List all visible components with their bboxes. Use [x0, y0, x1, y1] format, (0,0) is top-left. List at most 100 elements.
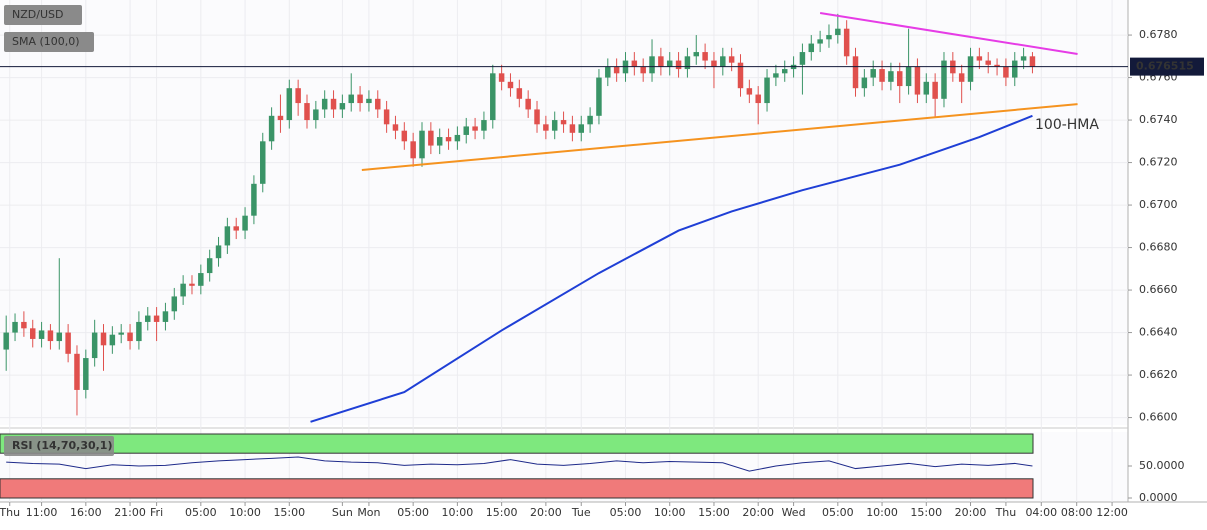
x-tick-label: 05:00	[185, 506, 217, 519]
rsi-tick-label: 50.0000	[1139, 459, 1185, 472]
candle-body	[277, 115, 284, 121]
candle-body	[994, 64, 1000, 67]
y-tick-label: 0.6700	[1139, 198, 1178, 211]
y-tick-label: 0.6620	[1139, 368, 1178, 381]
x-tick-label: 04:00	[1025, 506, 1057, 519]
candle-body	[525, 98, 531, 110]
x-tick-label: 10:00	[229, 506, 261, 519]
candle-body	[560, 120, 567, 125]
x-tick-label: 16:00	[70, 506, 102, 519]
x-tick-label: 10:00	[654, 506, 686, 519]
candle-body	[339, 103, 346, 110]
candle-body	[463, 126, 469, 135]
price-pane	[0, 0, 1128, 425]
candle-body	[56, 332, 63, 342]
candle-body	[799, 52, 806, 65]
candle-body	[666, 60, 673, 67]
candle-body	[879, 69, 885, 82]
candle-body	[357, 94, 363, 104]
candle-body	[383, 109, 390, 125]
x-tick-label: Thu	[0, 506, 20, 519]
x-tick-label: 12:00	[1096, 506, 1128, 519]
candle-body	[958, 73, 965, 82]
candle-body	[366, 98, 372, 104]
candle-body	[507, 81, 514, 89]
candle-body	[1020, 56, 1027, 61]
x-tick-label: Tue	[571, 506, 591, 519]
candle-body	[410, 141, 416, 159]
candle-body	[224, 226, 231, 246]
oversold-band	[0, 478, 1034, 499]
candle-body	[47, 330, 54, 342]
candle-body	[773, 73, 779, 78]
y-tick-label: 0.6640	[1139, 326, 1178, 339]
candle-body	[242, 215, 248, 231]
candle-body	[905, 66, 912, 87]
candle-body	[109, 334, 116, 346]
x-tick-label: Mon	[357, 506, 380, 519]
candle-body	[596, 77, 602, 116]
candle-body	[375, 98, 381, 110]
legend-symbol: NZD/USD	[12, 8, 63, 21]
x-tick-label: Wed	[782, 506, 806, 519]
candle-body	[454, 134, 461, 142]
candle-body	[153, 315, 160, 322]
candle-body	[808, 43, 815, 53]
x-tick-label: 15:00	[698, 506, 730, 519]
candle-body	[65, 332, 71, 354]
candle-body	[605, 66, 611, 78]
last-price-box	[1130, 57, 1204, 76]
x-tick-label: 05:00	[822, 506, 854, 519]
candle-body	[145, 315, 151, 322]
candle-body	[189, 283, 195, 286]
candle-body	[29, 328, 36, 339]
candle-body	[755, 94, 761, 104]
candle-body	[472, 126, 478, 131]
x-tick-label: 11:00	[26, 506, 58, 519]
candle-body	[914, 66, 921, 95]
candle-body	[967, 56, 974, 82]
y-tick-label: 0.6780	[1139, 28, 1178, 41]
candle-body	[852, 56, 859, 89]
candle-body	[428, 130, 434, 146]
candle-body	[888, 71, 894, 82]
overlay-line	[819, 11, 1078, 55]
y-tick-label: 0.6660	[1139, 283, 1178, 296]
candle-body	[870, 69, 876, 78]
candle-body	[976, 56, 983, 61]
overbought-band	[0, 433, 1034, 454]
y-tick-label: 0.6600	[1139, 411, 1178, 424]
candle-body	[100, 332, 107, 346]
rsi-tick-label: 0.0000	[1139, 491, 1178, 504]
candle-body	[897, 71, 903, 87]
x-tick-label: 08:00	[1061, 506, 1093, 519]
candle-body	[587, 115, 593, 125]
candle-body	[313, 109, 319, 121]
candle-body	[640, 66, 646, 74]
candle-body	[445, 137, 452, 142]
candle-body	[578, 124, 584, 133]
rsi-label: RSI (14,70,30,1)	[12, 439, 112, 452]
candle-body	[1003, 66, 1009, 78]
x-tick-label: 15:00	[910, 506, 942, 519]
candle-body	[534, 109, 540, 125]
candle-body	[923, 81, 930, 95]
candle-body	[251, 183, 257, 216]
overlay-line	[361, 103, 1078, 171]
candle-body	[83, 358, 89, 390]
candle-body	[658, 56, 664, 67]
x-tick-label: 10:00	[866, 506, 898, 519]
x-tick-label: Sun	[332, 506, 353, 519]
x-tick-label: Fri	[150, 506, 163, 519]
y-tick-label: 0.6720	[1139, 156, 1178, 169]
x-tick-label: 20:00	[742, 506, 774, 519]
candle-body	[171, 296, 178, 312]
candle-body	[693, 52, 700, 57]
candle-body	[136, 321, 142, 342]
candle-body	[198, 273, 204, 286]
candle-body	[764, 77, 770, 104]
candle-body	[941, 60, 947, 99]
candle-body	[321, 98, 328, 110]
candle-body	[392, 124, 399, 131]
